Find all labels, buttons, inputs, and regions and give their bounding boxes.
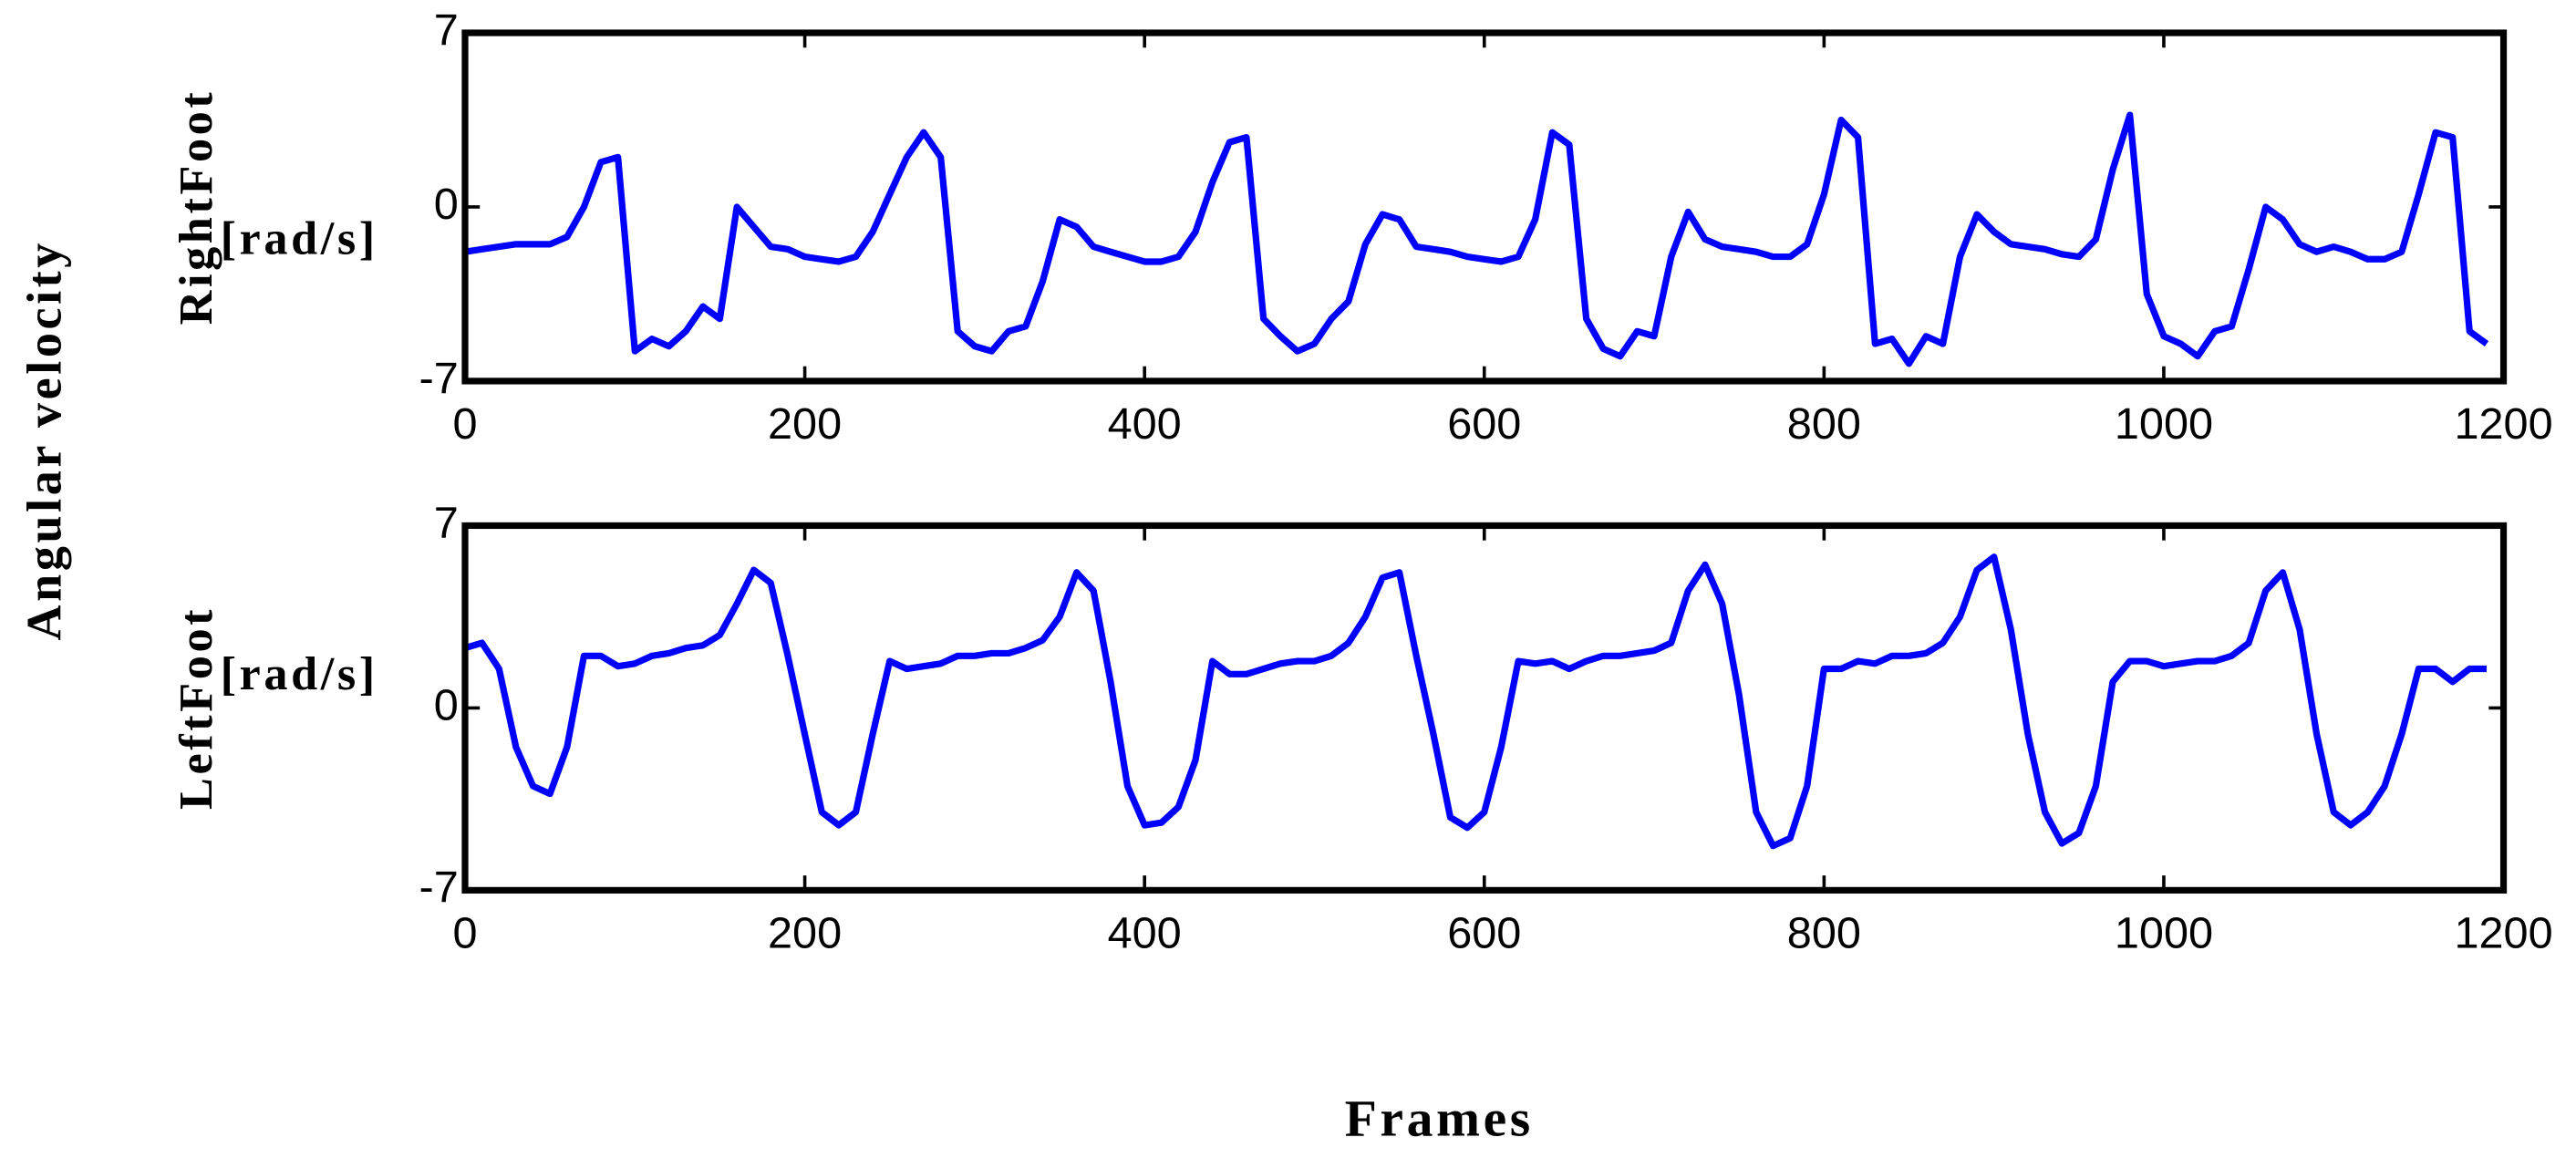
y-tick-label: 0 xyxy=(434,680,459,729)
x-tick-label: 600 xyxy=(1447,909,1521,958)
y-axis-label: RightFoot xyxy=(170,89,222,326)
y-axis-label: LeftFoot xyxy=(170,606,222,810)
x-tick-label: 800 xyxy=(1787,399,1861,449)
y-axis-unit: [rad/s] xyxy=(221,647,378,700)
x-tick-label: 1000 xyxy=(2115,399,2213,449)
y-tick-label: 0 xyxy=(434,180,459,229)
x-tick-label: 0 xyxy=(452,399,477,449)
x-tick-label: 0 xyxy=(452,909,477,958)
line xyxy=(463,553,2487,850)
y-tick-label: 7 xyxy=(434,5,459,55)
x-tick-label: 200 xyxy=(768,909,842,958)
line xyxy=(464,111,2489,367)
y-axis-unit: [rad/s] xyxy=(221,212,378,265)
x-tick-label: 1000 xyxy=(2115,909,2213,958)
y-tick-label: -7 xyxy=(419,863,459,912)
x-tick-label: 400 xyxy=(1108,399,1182,449)
x-tick-label: 600 xyxy=(1447,399,1521,449)
y-tick-label: -7 xyxy=(419,354,459,403)
figure-y-label: Angular velocity xyxy=(17,240,72,640)
figure-x-label: Frames xyxy=(1345,1090,1534,1147)
x-tick-label: 200 xyxy=(768,399,842,449)
x-tick-label: 800 xyxy=(1787,909,1861,958)
y-tick-label: 7 xyxy=(434,498,459,547)
plot-frame xyxy=(461,29,2508,385)
x-tick-label: 400 xyxy=(1108,909,1182,958)
x-tick-label: 1200 xyxy=(2454,909,2552,958)
plot-frame xyxy=(461,522,2508,894)
x-tick-label: 1200 xyxy=(2454,399,2552,449)
